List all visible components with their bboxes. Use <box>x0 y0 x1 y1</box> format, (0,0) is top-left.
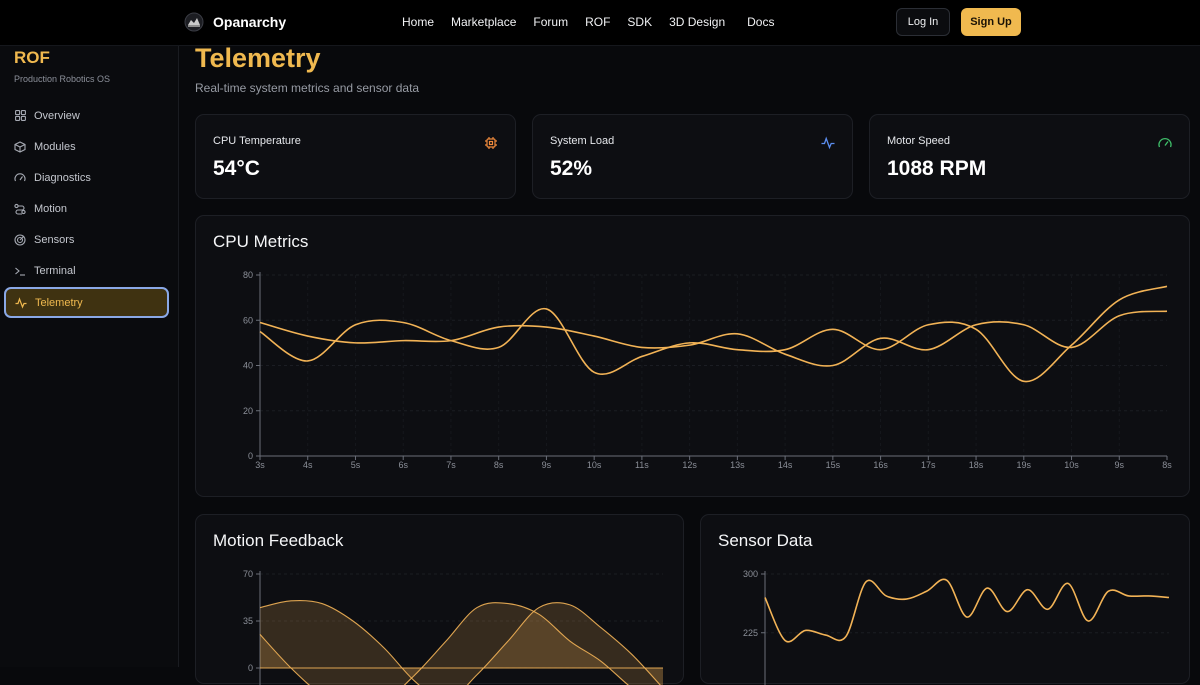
sidebar-subtitle: Production Robotics OS <box>14 74 111 84</box>
x-tick-label: 9s <box>542 460 552 470</box>
y-tick-label: 35 <box>243 616 253 626</box>
y-tick-label: 300 <box>743 569 758 579</box>
nav-link-marketplace[interactable]: Marketplace <box>451 15 517 29</box>
nav-link-home[interactable]: Home <box>402 15 435 29</box>
activity-icon <box>821 136 835 150</box>
panel-title: Sensor Data <box>718 531 813 550</box>
x-tick-label: 18s <box>969 460 984 470</box>
x-tick-label: 8s <box>494 460 504 470</box>
sensor-data-panel: Sensor Data 150225300 <box>700 514 1190 685</box>
x-tick-label: 9s <box>1115 460 1125 470</box>
x-tick-label: 4s <box>303 460 313 470</box>
sidebar-title: ROF <box>14 48 50 67</box>
sidebar-item-terminal[interactable]: Terminal <box>5 256 170 285</box>
x-tick-label: 10s <box>1064 460 1079 470</box>
series-line-2 <box>259 285 1168 383</box>
x-tick-label: 15s <box>826 460 841 470</box>
stat-value: 52% <box>550 157 593 180</box>
y-tick-label: 225 <box>743 628 758 638</box>
x-tick-label: 11s <box>635 460 649 470</box>
x-tick-label: 6s <box>398 460 408 470</box>
sidebar-item-label: Overview <box>34 109 80 122</box>
x-tick-label: 14s <box>778 460 793 470</box>
nav-link-sdk[interactable]: SDK <box>627 15 653 29</box>
activity-icon <box>15 296 27 309</box>
brand-name: Opanarchy <box>213 14 287 30</box>
sidebar-item-label: Telemetry <box>35 296 83 309</box>
motion-feedback-panel: Motion Feedback 0 35 70 <box>195 514 684 685</box>
panel-title: Motion Feedback <box>213 531 344 550</box>
stat-label: System Load <box>550 135 615 147</box>
top-navbar: Opanarchy Home Marketplace Forum ROF SDK… <box>0 0 1200 46</box>
series-area-1 <box>260 600 663 685</box>
nav-link-docs[interactable]: Docs <box>747 15 775 29</box>
route-icon <box>14 203 26 215</box>
sidebar-item-label: Diagnostics <box>34 171 91 184</box>
main-nav: Home Marketplace Forum ROF SDK 3D Design… <box>402 15 791 29</box>
nav-link-3d-design[interactable]: 3D Design <box>669 15 726 29</box>
page-subtitle: Real-time system metrics and sensor data <box>195 81 420 95</box>
terminal-icon <box>14 265 26 277</box>
x-tick-label: 3s <box>255 460 265 470</box>
cpu-icon <box>485 137 497 149</box>
sidebar-item-overview[interactable]: Overview <box>5 101 170 130</box>
stat-label: Motor Speed <box>887 135 950 147</box>
radar-icon <box>14 233 26 246</box>
login-button[interactable]: Log In <box>896 8 950 36</box>
y-tick-label: 80 <box>243 270 253 280</box>
stat-value: 1088 RPM <box>887 157 987 180</box>
x-tick-label: 19s <box>1017 460 1032 470</box>
series-line-1 <box>764 578 1170 643</box>
series-line-2 <box>259 602 629 685</box>
x-tick-label: 10s <box>587 460 602 470</box>
sidebar-item-label: Terminal <box>34 264 76 277</box>
stat-value: 54°C <box>213 157 260 180</box>
y-tick-label: 20 <box>243 406 253 416</box>
signup-button[interactable]: Sign Up <box>961 8 1021 36</box>
gauge-icon <box>14 172 26 184</box>
nav-link-forum[interactable]: Forum <box>533 15 569 29</box>
brand-logo-icon <box>184 12 204 32</box>
sidebar-item-telemetry[interactable]: Telemetry <box>4 287 169 318</box>
motion-feedback-chart: 0 35 70 <box>243 569 663 685</box>
y-tick-label: 0 <box>248 451 253 461</box>
speedometer-icon <box>1158 137 1172 148</box>
grid-icon <box>14 110 26 122</box>
sidebar-item-motion[interactable]: Motion <box>5 194 170 223</box>
y-tick-label: 0 <box>248 663 253 673</box>
cube-icon <box>14 140 26 153</box>
panel-title: CPU Metrics <box>213 232 309 251</box>
x-tick-label: 16s <box>873 460 888 470</box>
sensor-data-chart: 150225300 <box>743 569 1170 685</box>
series-line-1 <box>259 599 661 685</box>
cpu-metrics-panel: CPU Metrics 0 20 40 60 80 3s 4s 5s 6s 7s 8s 9s 10s 11… <box>195 215 1190 497</box>
brand[interactable]: Opanarchy <box>184 12 286 32</box>
stat-card-motor-speed: Motor Speed 1088 RPM <box>869 114 1190 199</box>
x-tick-label: 13s <box>730 460 745 470</box>
x-tick-label: 8s <box>1162 460 1172 470</box>
series-line-1 <box>259 310 1168 367</box>
y-tick-label: 70 <box>243 569 253 579</box>
stat-card-cpu-temperature: CPU Temperature 54°C <box>195 114 516 199</box>
sidebar-item-label: Motion <box>34 202 68 215</box>
sidebar-item-modules[interactable]: Modules <box>5 132 170 161</box>
x-tick-label: 17s <box>921 460 936 470</box>
stat-card-system-load: System Load 52% <box>532 114 853 199</box>
sidebar: ROF Production Robotics OS Overview Modu… <box>0 46 179 667</box>
sidebar-item-label: Modules <box>34 140 76 153</box>
y-tick-label: 40 <box>243 361 253 371</box>
sidebar-item-label: Sensors <box>34 233 75 246</box>
x-tick-label: 5s <box>351 460 361 470</box>
series-area-2 <box>260 602 663 685</box>
page-title: Telemetry <box>195 43 321 73</box>
y-tick-label: 60 <box>243 315 253 325</box>
nav-link-rof[interactable]: ROF <box>585 15 611 29</box>
sidebar-item-diagnostics[interactable]: Diagnostics <box>5 163 170 192</box>
stat-label: CPU Temperature <box>213 135 301 147</box>
x-tick-label: 7s <box>446 460 456 470</box>
sidebar-item-sensors[interactable]: Sensors <box>5 225 170 254</box>
x-tick-label: 12s <box>682 460 697 470</box>
cpu-metrics-chart: 0 20 40 60 80 3s 4s 5s 6s 7s 8s 9s 10s 11s 12s 13s 14s 15… <box>243 270 1172 470</box>
